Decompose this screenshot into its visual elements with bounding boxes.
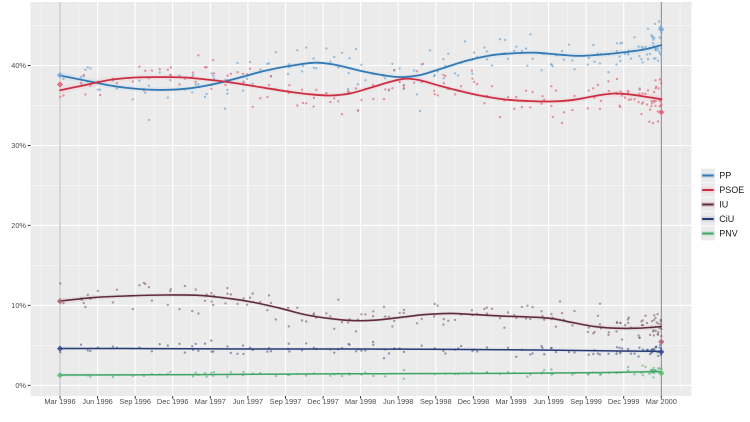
- svg-text:20%: 20%: [11, 221, 26, 230]
- svg-text:Dec 1996: Dec 1996: [157, 397, 189, 406]
- svg-text:PP: PP: [719, 171, 731, 181]
- svg-text:PSOE: PSOE: [719, 185, 744, 195]
- svg-text:Mar 1999: Mar 1999: [495, 397, 526, 406]
- svg-text:IU: IU: [719, 200, 728, 210]
- svg-text:30%: 30%: [11, 141, 26, 150]
- svg-text:Dec 1998: Dec 1998: [458, 397, 490, 406]
- svg-text:Dec 1999: Dec 1999: [608, 397, 640, 406]
- svg-text:Sep 1996: Sep 1996: [119, 397, 151, 406]
- svg-text:Mar 2000: Mar 2000: [646, 397, 677, 406]
- svg-text:10%: 10%: [11, 301, 26, 310]
- svg-text:Sep 1998: Sep 1998: [420, 397, 452, 406]
- svg-text:Mar 1998: Mar 1998: [345, 397, 376, 406]
- svg-text:Sep 1999: Sep 1999: [570, 397, 602, 406]
- svg-text:Mar 1996: Mar 1996: [44, 397, 75, 406]
- svg-text:Jun 1996: Jun 1996: [82, 397, 112, 406]
- svg-text:Sep 1997: Sep 1997: [270, 397, 302, 406]
- svg-text:40%: 40%: [11, 61, 26, 70]
- svg-text:Jun 1999: Jun 1999: [533, 397, 563, 406]
- svg-text:0%: 0%: [15, 381, 26, 390]
- svg-text:PNV: PNV: [719, 229, 738, 239]
- svg-text:Dec 1997: Dec 1997: [307, 397, 339, 406]
- svg-text:Jun 1997: Jun 1997: [233, 397, 263, 406]
- svg-text:Mar 1997: Mar 1997: [195, 397, 226, 406]
- svg-text:Jun 1998: Jun 1998: [383, 397, 413, 406]
- svg-text:CiU: CiU: [719, 214, 734, 224]
